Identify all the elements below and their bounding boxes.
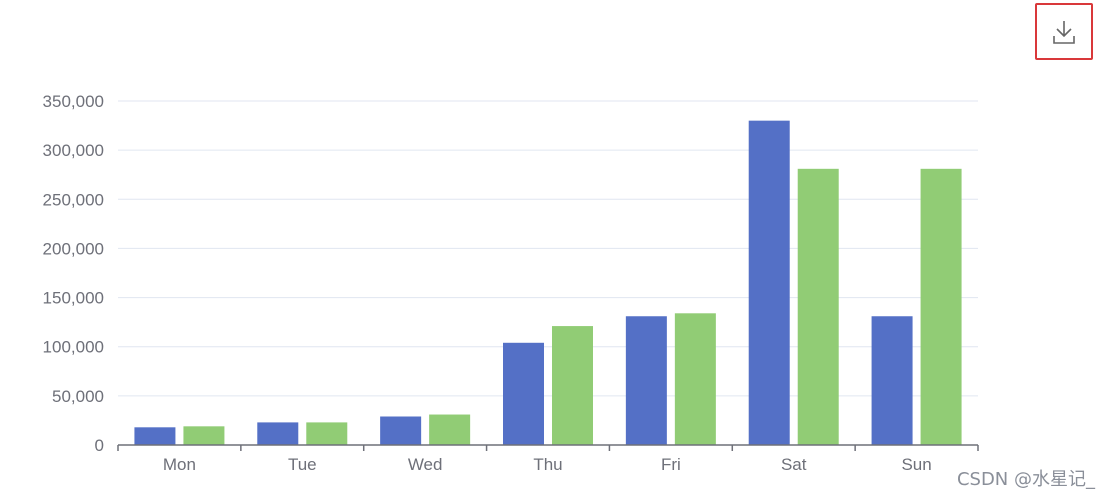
y-tick-label: 200,000 xyxy=(43,239,104,258)
bar-series-2-tue[interactable] xyxy=(306,422,348,445)
y-tick-label: 300,000 xyxy=(43,141,104,160)
bar-series-2-sat[interactable] xyxy=(797,168,839,445)
bar-series-1-wed[interactable] xyxy=(380,416,422,445)
bar-series-2-fri[interactable] xyxy=(674,313,716,445)
bar-series-1-sun[interactable] xyxy=(871,316,913,445)
y-tick-label: 150,000 xyxy=(43,289,104,308)
y-tick-label: 250,000 xyxy=(43,190,104,209)
bar-series-1-thu[interactable] xyxy=(503,342,544,445)
bar-series-1-mon[interactable] xyxy=(134,427,176,445)
y-axis-tick-labels: 0 50,000 100,000 150,000 200,000 250,000 300,0… xyxy=(43,92,104,455)
x-tick-label: Thu xyxy=(533,455,562,474)
x-axis-tick-labels: Mon Tue Wed Thu Fri Sat Sun xyxy=(163,455,932,474)
y-tick-label: 350,000 xyxy=(43,92,104,111)
bars xyxy=(134,120,962,446)
bar-series-2-thu[interactable] xyxy=(552,326,593,445)
bar-series-2-sun[interactable] xyxy=(920,168,962,445)
bar-series-2-mon[interactable] xyxy=(183,426,225,445)
x-tick-label: Fri xyxy=(661,455,681,474)
watermark: CSDN @水星记_ xyxy=(956,469,1095,490)
x-tick-label: Mon xyxy=(163,455,196,474)
save-as-image-button[interactable] xyxy=(1035,3,1093,60)
bar-series-2-wed[interactable] xyxy=(429,414,471,445)
bar-series-1-tue[interactable] xyxy=(257,422,299,445)
x-tick-label: Sun xyxy=(901,455,931,474)
x-tick-label: Sat xyxy=(781,455,807,474)
bar-series-1-fri[interactable] xyxy=(625,316,667,445)
grid-lines xyxy=(118,100,978,397)
bar-series-1-sat[interactable] xyxy=(748,120,790,446)
y-tick-label: 100,000 xyxy=(43,338,104,357)
y-tick-label: 0 xyxy=(95,436,104,455)
x-tick-label: Wed xyxy=(408,455,443,474)
y-tick-label: 50,000 xyxy=(52,387,104,406)
download-icon xyxy=(1053,20,1075,44)
x-axis xyxy=(117,444,979,451)
x-tick-label: Tue xyxy=(288,455,317,474)
